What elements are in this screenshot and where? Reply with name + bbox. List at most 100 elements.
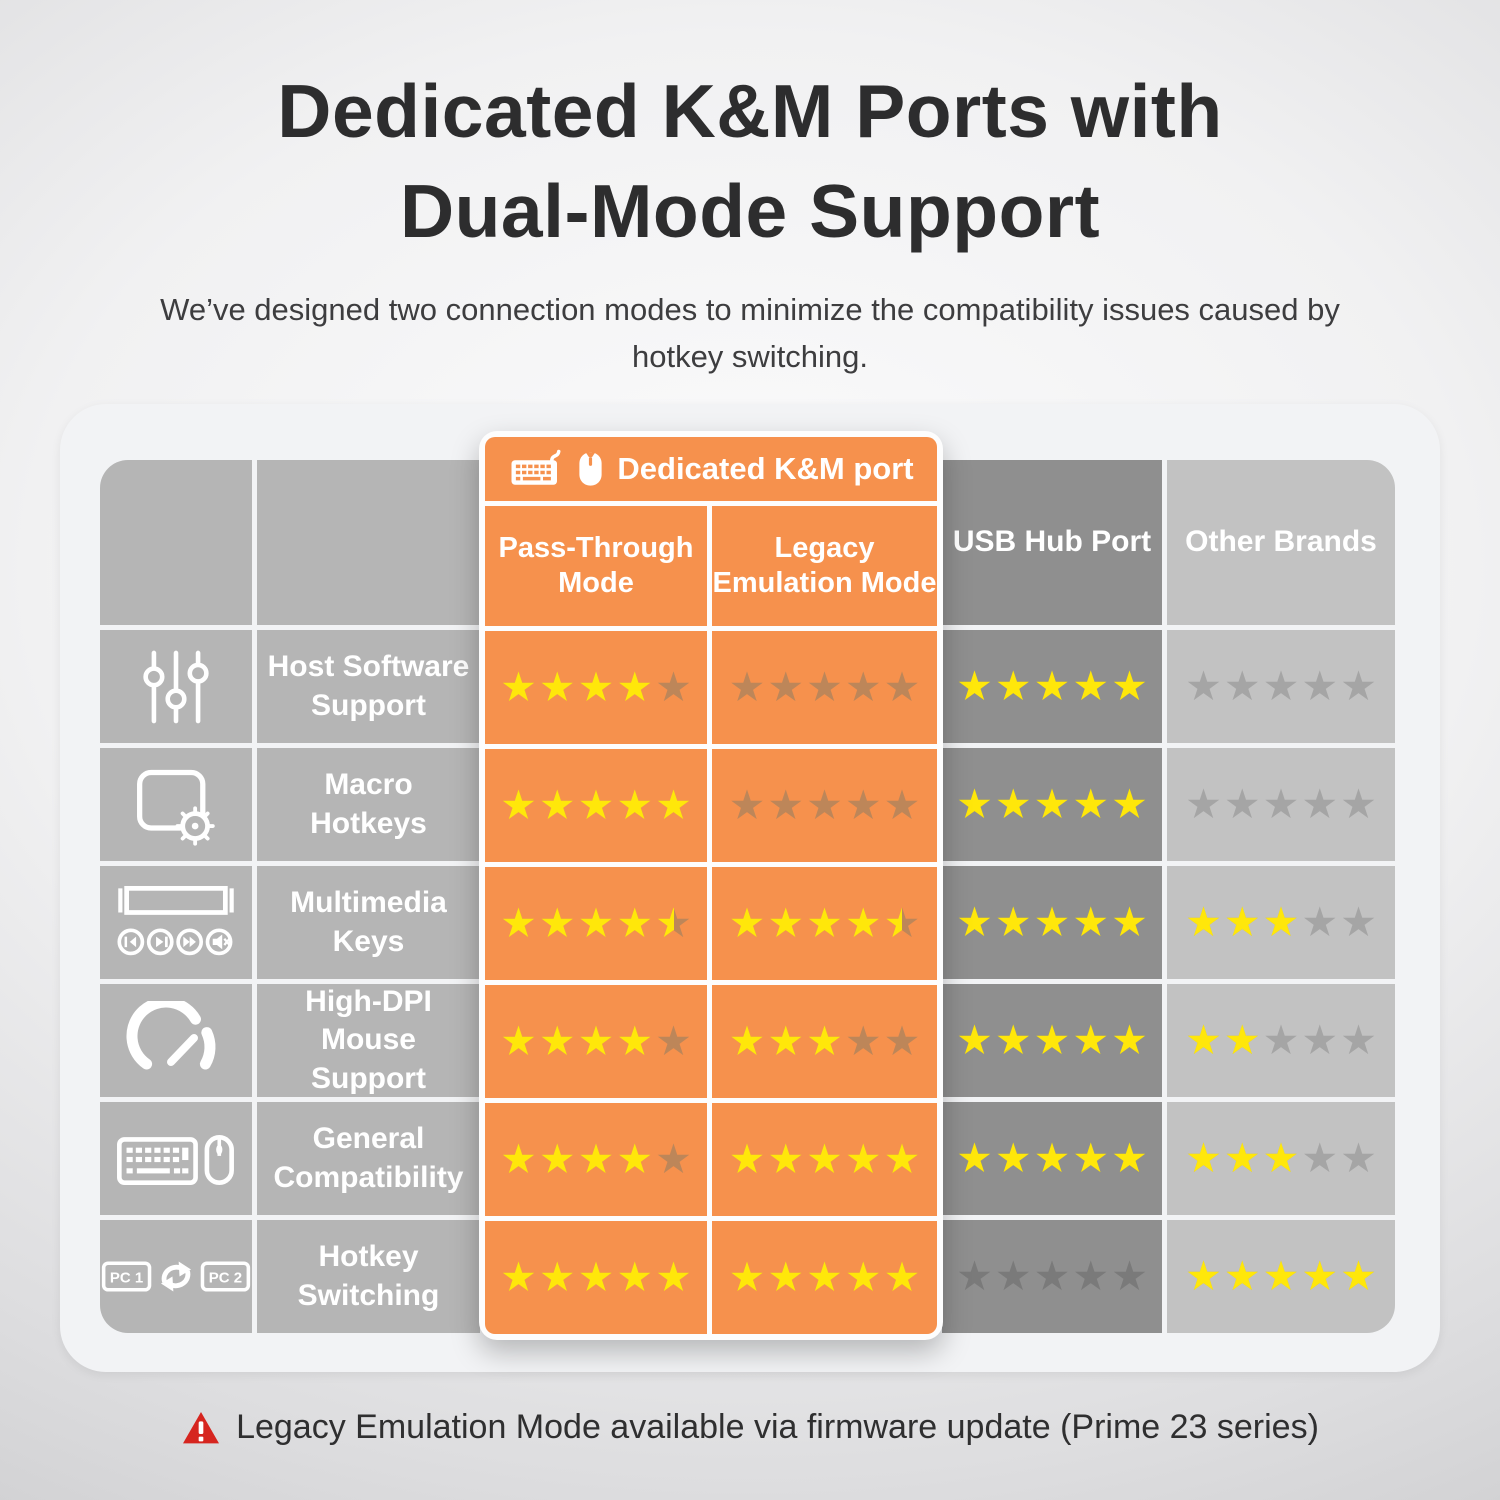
comparison-table: USB Hub Port Other Brands Host Software … (100, 460, 1395, 1333)
feature-icon-cell (100, 984, 252, 1097)
star-icon: ★★ (538, 900, 576, 946)
star-icon: ★ (1111, 1253, 1148, 1299)
mixer-sliders-icon (143, 650, 209, 723)
star-icon: ★★ (616, 900, 654, 946)
star-icon: ★★ (806, 1136, 843, 1182)
star-icon: ★★ (994, 663, 1032, 709)
rating-cell-usb_hub: ★ ★ ★ ★ ★ ★ ★ ★ ★ ★ (942, 748, 1162, 861)
star-rating: ★★★★★★★★★★ (729, 903, 921, 944)
star-icon: ★★ (767, 900, 805, 946)
star-rating: ★ ★ ★ ★ ★ ★ ★ ★ ★ (500, 1139, 692, 1180)
km-banner-label: Dedicated K&M port (617, 451, 914, 486)
star-icon: ★ (844, 1018, 882, 1064)
footnote: Legacy Emulation Mode available via firm… (0, 1408, 1500, 1447)
star-icon: ★ (728, 782, 766, 828)
star-icon: ★ (806, 782, 843, 828)
star-icon: ★★ (767, 1018, 805, 1064)
star-icon: ★★ (1033, 899, 1071, 945)
gauge-icon (126, 1000, 216, 1069)
star-icon: ★ (1262, 781, 1300, 827)
feature-label: Host Software Support (267, 650, 470, 722)
star-icon: ★ (994, 1253, 1032, 1299)
star-rating: ★ ★ ★ ★ ★ (729, 667, 921, 708)
star-icon: ★★ (577, 782, 615, 828)
star-icon: ★★ (538, 1018, 576, 1064)
feature-icon-cell (100, 866, 252, 979)
rating-cell-pass_through: ★★★★★★★★★★ (485, 867, 707, 980)
star-icon: ★★ (577, 1018, 615, 1064)
star-icon: ★ (1340, 781, 1377, 827)
star-icon: ★★ (577, 664, 615, 710)
star-icon: ★★ (883, 1136, 921, 1182)
star-rating: ★ ★ ★ ★ ★ ★ ★ (1185, 1020, 1377, 1061)
star-icon: ★★ (1185, 1017, 1222, 1063)
feature-label-cell: Multimedia Keys (257, 866, 480, 979)
usb-hub-port-label: USB Hub Port (952, 525, 1152, 559)
star-icon: ★★ (883, 1254, 921, 1300)
star-icon: ★ (844, 664, 882, 710)
star-icon: ★ (728, 664, 766, 710)
star-icon: ★★ (538, 782, 576, 828)
warning-icon (183, 1411, 220, 1443)
star-icon: ★★ (1111, 899, 1148, 945)
star-icon: ★★ (1072, 663, 1110, 709)
star-icon: ★★ (956, 899, 993, 945)
star-icon: ★★ (616, 664, 654, 710)
star-icon: ★★ (616, 1136, 654, 1182)
star-icon: ★★ (1072, 781, 1110, 827)
star-icon: ★★ (1033, 781, 1071, 827)
star-icon: ★★ (956, 1135, 993, 1181)
star-icon: ★ (1185, 663, 1222, 709)
km-banner: Dedicated K&M port (485, 437, 937, 501)
star-rating: ★★★★★★★★★★ (729, 1257, 921, 1298)
rating-cell-legacy: ★★★★★★★★★★ (712, 867, 937, 980)
header-cell-icon-column (100, 460, 252, 625)
rating-cell-other: ★ ★ ★ ★ ★ (1167, 630, 1395, 743)
feature-icon-cell: PC 1 PC 2 (100, 1220, 252, 1333)
star-icon: ★★ (1033, 1135, 1071, 1181)
svg-text:PC 2: PC 2 (209, 1270, 242, 1287)
star-icon: ★★ (1340, 1253, 1377, 1299)
feature-label: General Compatibility (273, 1122, 464, 1194)
feature-icon-cell (100, 1102, 252, 1215)
column-header-pass-through-mode: Pass-Through Mode (485, 506, 707, 626)
feature-label: Macro Hotkeys (310, 768, 427, 840)
star-icon: ★ (1301, 781, 1339, 827)
star-icon: ★ (883, 664, 921, 710)
feature-label-cell: Host Software Support (257, 630, 480, 743)
star-icon: ★ (767, 782, 805, 828)
star-rating: ★ ★ ★ ★ ★ ★ ★ ★ (1185, 1138, 1377, 1179)
rating-cell-pass_through: ★ ★ ★ ★ ★ ★ ★ ★ ★ (485, 631, 707, 744)
star-rating: ★ ★ ★ ★ ★ ★ ★ ★ ★ (500, 1021, 692, 1062)
star-icon: ★★ (655, 1254, 692, 1300)
star-icon: ★★ (1223, 1253, 1261, 1299)
rating-cell-legacy: ★★★★★★★★★★ (712, 1103, 937, 1216)
star-rating: ★★★★★★★★★★ (500, 903, 692, 944)
star-icon: ★★ (500, 782, 537, 828)
star-icon: ★★ (1262, 899, 1300, 945)
legacy-emulation-mode-label: Legacy Emulation Mode (712, 531, 937, 599)
star-icon: ★★ (500, 664, 537, 710)
star-icon: ★★ (956, 663, 993, 709)
star-icon: ★★ (844, 1136, 882, 1182)
star-icon: ★★ (844, 1254, 882, 1300)
rating-cell-other: ★ ★ ★ ★ ★ ★ ★ ★ (1167, 1102, 1395, 1215)
star-icon: ★★ (1223, 1017, 1261, 1063)
star-icon: ★★ (767, 1254, 805, 1300)
star-icon: ★★ (1185, 1253, 1222, 1299)
page-title-line1: Dedicated K&M Ports with (277, 69, 1223, 153)
rating-cell-legacy: ★ ★ ★ ★ ★ (712, 749, 937, 862)
star-icon: ★★ (844, 900, 882, 946)
star-rating: ★ ★ ★ ★ ★ ★ ★ ★ (729, 1021, 921, 1062)
star-icon: ★★ (538, 1254, 576, 1300)
star-icon: ★★ (577, 1254, 615, 1300)
star-rating: ★★★★★★★★★★ (956, 902, 1148, 943)
star-rating: ★ ★ ★ ★ ★ (729, 785, 921, 826)
star-icon: ★ (883, 782, 921, 828)
star-icon: ★★ (577, 900, 615, 946)
star-icon: ★ (655, 1136, 692, 1182)
star-icon: ★★ (1301, 1253, 1339, 1299)
star-icon: ★ (1340, 1017, 1377, 1063)
rating-cell-pass_through: ★ ★ ★ ★ ★ ★ ★ ★ ★ (485, 1103, 707, 1216)
pc-switch-icon: PC 1 PC 2 (101, 1261, 251, 1292)
